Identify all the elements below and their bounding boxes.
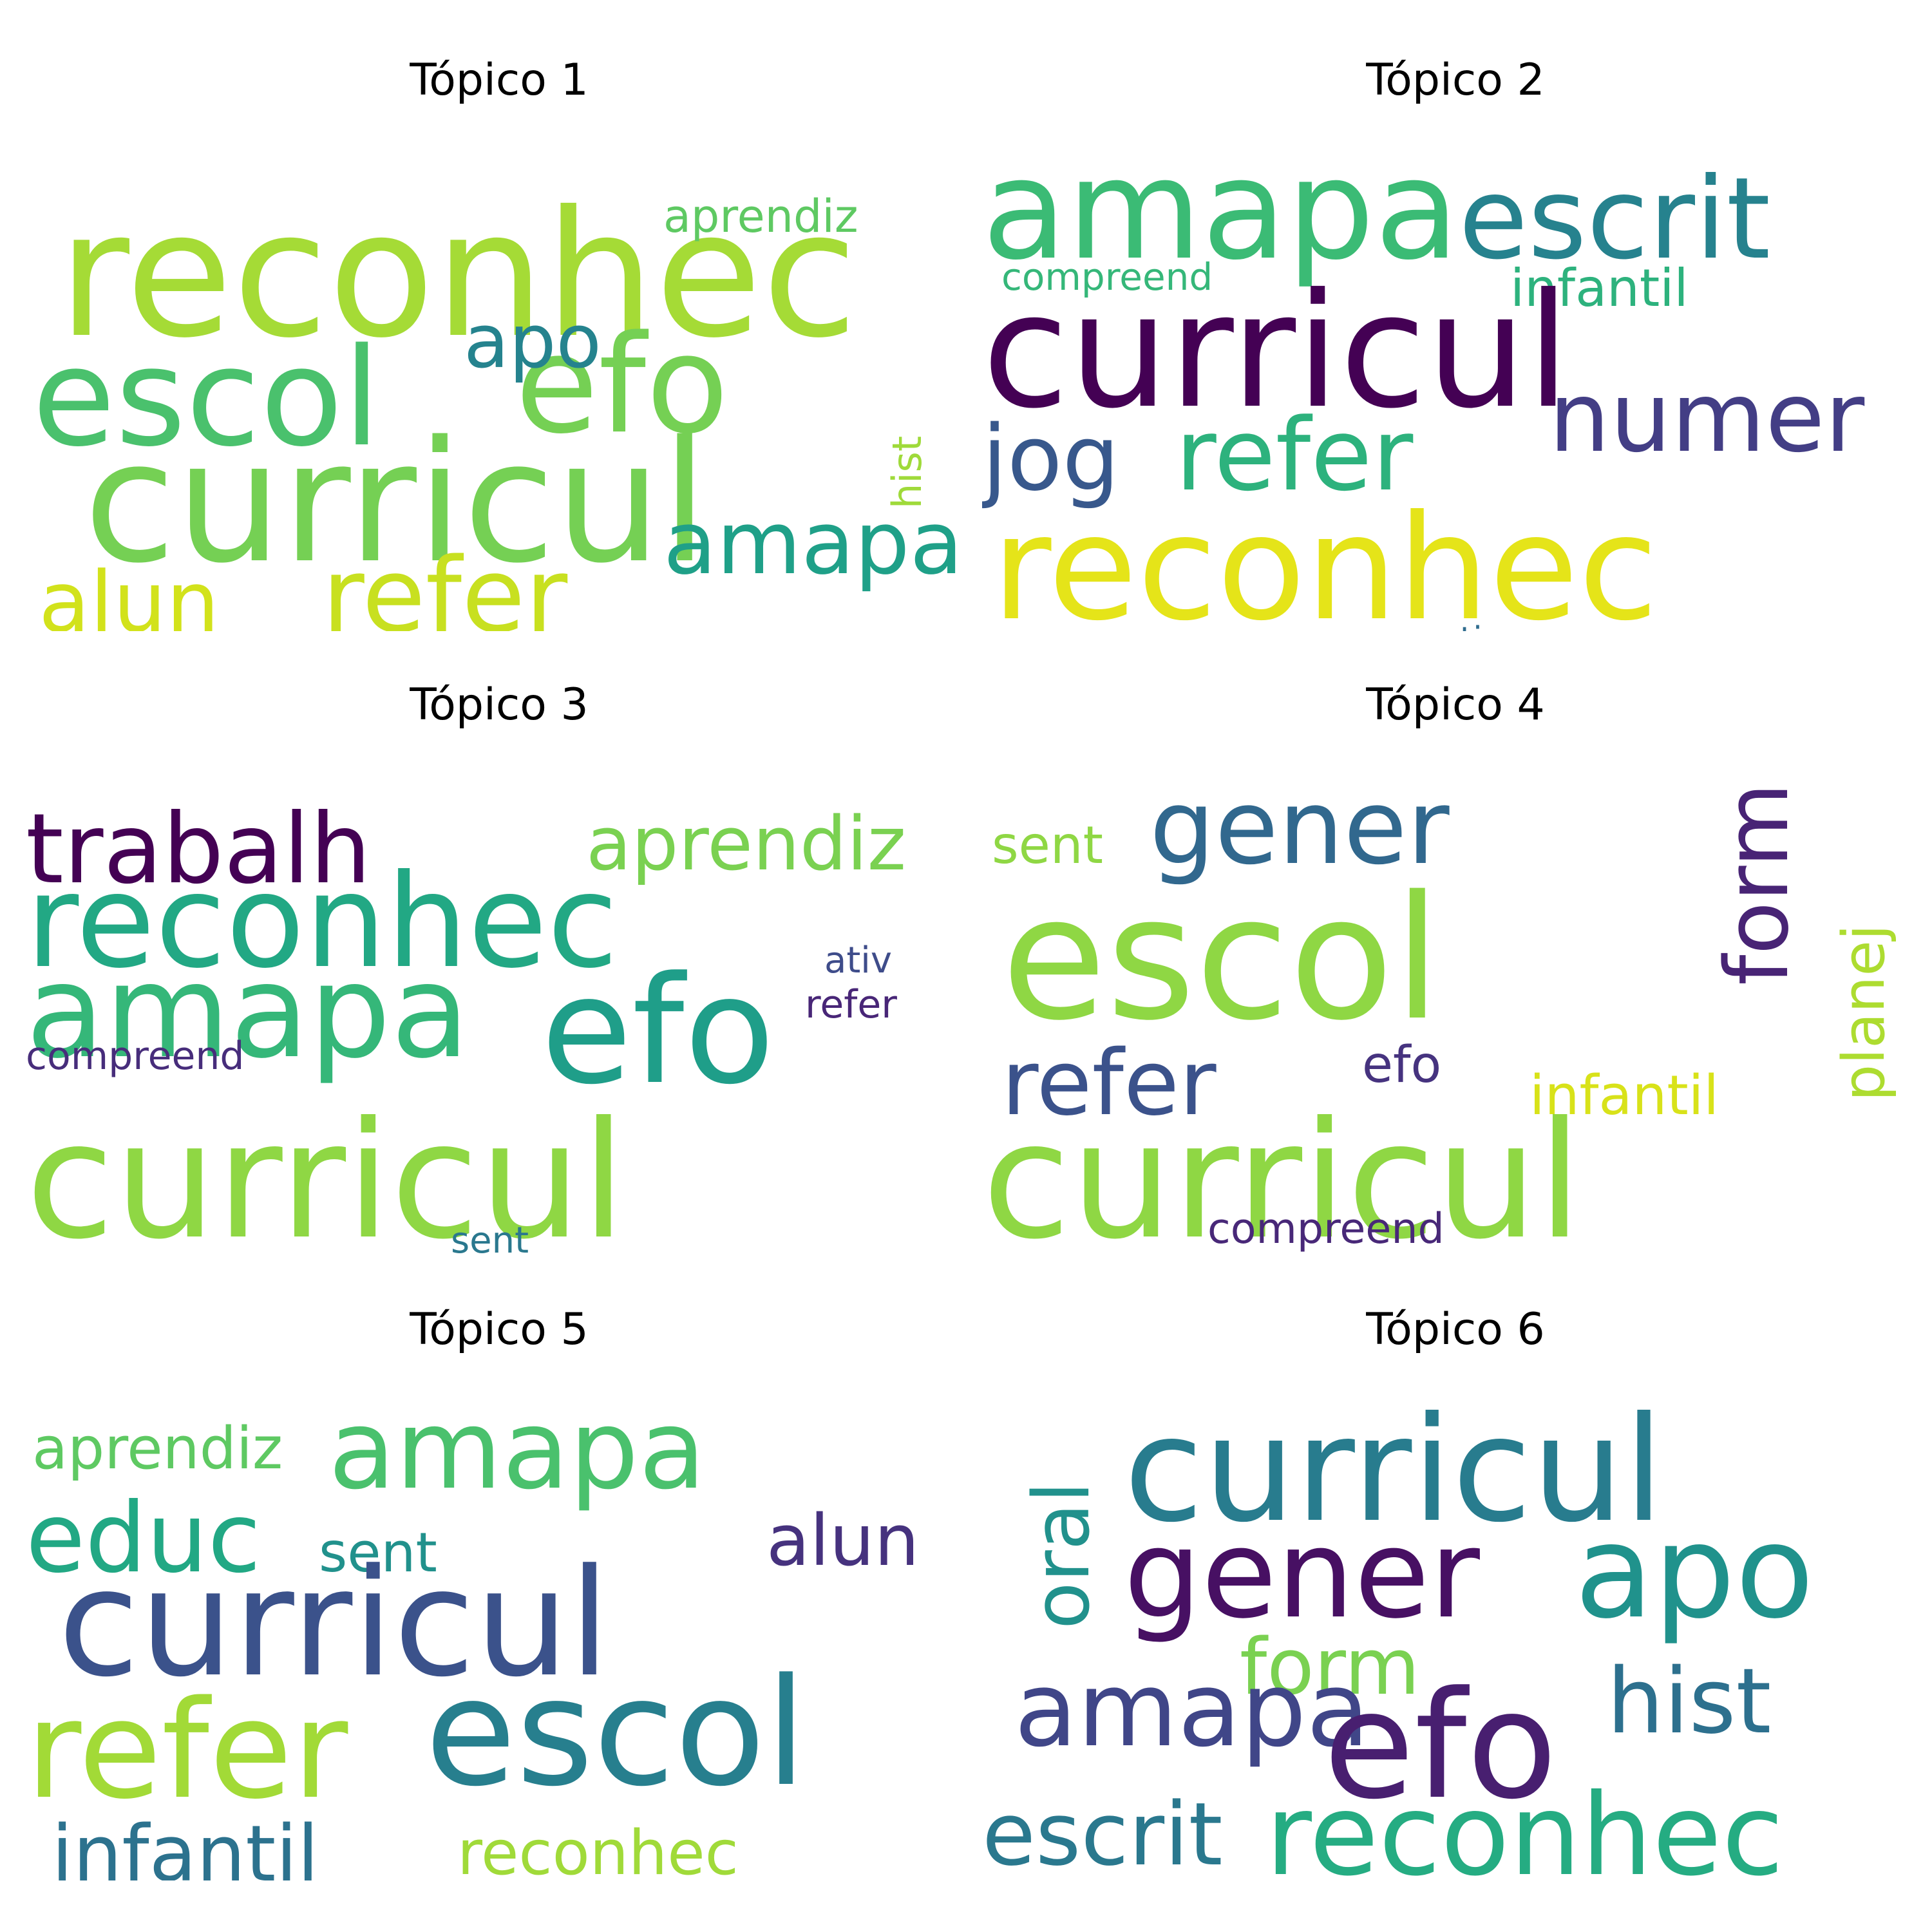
word-compreend: compreend	[26, 1034, 245, 1079]
wordcloud-panel-3: Tópico 3 trabalh aprendiz reconhec amapa efo…	[26, 676, 972, 1256]
word-curricul: curricul	[982, 1087, 1582, 1256]
word-curricul: curricul	[982, 260, 1570, 443]
word-curricul: curricul	[26, 1087, 626, 1256]
word-compreend: compreend	[1208, 1205, 1444, 1253]
word-escol: escol	[425, 1647, 806, 1819]
word-alun: alun	[39, 553, 220, 631]
panel-title: Tópico 6	[1366, 1304, 1545, 1355]
word-reconhec: reconhec	[457, 1818, 739, 1880]
wordcloud: gener sent escol form planej refer efo infantil…	[982, 760, 1929, 1256]
wordcloud: trabalh aprendiz reconhec amapa efo ativ refer…	[26, 760, 972, 1256]
word-aprendiz: aprendiz	[663, 190, 858, 243]
wordcloud-panel-5: Tópico 5 aprendiz amapa educ sent alun curric…	[26, 1301, 972, 1880]
word-escol: escol	[32, 319, 381, 477]
word-aprendiz: aprendiz	[32, 1415, 283, 1482]
word-efo: efo	[1362, 1036, 1441, 1094]
word-escrit: escrit	[982, 1784, 1223, 1880]
word-refer: refer	[805, 982, 897, 1027]
wordcloud: amapa escrit compreend infantil curricul jog r…	[982, 135, 1929, 631]
wordcloud-panel-2: Tópico 2 amapa escrit compreend infantil cur…	[982, 52, 1929, 631]
word-compreend: compreend	[1001, 255, 1213, 299]
word-numer: numer	[1549, 362, 1865, 474]
word-alun: alun	[766, 1499, 919, 1582]
word-sent: sent	[319, 1521, 437, 1585]
word-efo: efo	[541, 945, 775, 1117]
word-refer: refer	[1175, 397, 1414, 513]
word-efo: efo	[1323, 1660, 1557, 1832]
wordcloud-panel-6: Tópico 6 curricul oral gener apo form amapa ef…	[982, 1301, 1929, 1880]
word-sent: sent	[451, 1220, 529, 1256]
word-apo: apo	[464, 299, 601, 385]
word-infantil: infantil	[1530, 1064, 1719, 1128]
wordcloud: aprendiz amapa educ sent alun curricul refer es…	[26, 1385, 972, 1880]
word-planej: planej	[1830, 924, 1898, 1101]
word-curricul: curricul	[84, 406, 708, 600]
word-trabalh: trabalh	[26, 793, 371, 905]
panel-title: Tópico 4	[1366, 679, 1545, 730]
panel-title: Tópico 5	[410, 1304, 589, 1355]
word-reconhec: reconhec	[26, 847, 618, 997]
word-apo: apo	[1575, 1497, 1814, 1647]
word-escrit: escrit	[1459, 154, 1770, 285]
word-curricul: curricul	[1124, 1386, 1664, 1555]
word-infantil: infantil	[1510, 258, 1689, 318]
word-form: form	[1707, 782, 1808, 985]
word-refer: refer	[26, 1671, 348, 1829]
word-escol: escol	[1001, 860, 1441, 1058]
word-hist: hist	[1607, 1649, 1771, 1754]
word-ativ: ativ	[824, 940, 892, 981]
panel-title: Tópico 3	[410, 679, 589, 730]
word-refer: refer	[322, 535, 567, 631]
wordcloud: reconhec escol efo curricul apo aprendiz hist a…	[26, 135, 972, 631]
word-reconhec: reconhec	[992, 484, 1658, 631]
panel-title: Tópico 1	[410, 55, 589, 106]
word-reconhec: reconhec	[1265, 1770, 1784, 1880]
word-amapa: amapa	[26, 937, 469, 1087]
word-gener: gener	[1150, 767, 1450, 887]
word-reconhec: reconhec	[58, 173, 858, 376]
word-aprendiz: aprendiz	[586, 801, 906, 887]
word-sent: sent	[992, 815, 1103, 875]
panel-title: Tópico 2	[1366, 55, 1545, 106]
word-efo: efo	[515, 306, 729, 464]
word-amapa: amapa	[982, 135, 1459, 290]
wordcloud-panel-1: Tópico 1 reconhec escol efo curricul apo apre…	[26, 52, 972, 631]
word-jog: jog	[982, 406, 1119, 511]
wordcloud-panel-4: Tópico 4 gener sent escol form planej refer ef…	[982, 676, 1929, 1256]
word-amapa: amapa	[663, 493, 963, 594]
word-curricul: curricul	[58, 1538, 610, 1710]
wordcloud: curricul oral gener apo form amapa efo hist escr…	[982, 1385, 1929, 1880]
word-hist: hist	[884, 436, 931, 509]
word-educ: educ	[26, 1482, 261, 1595]
word-ativ: ativ	[1439, 620, 1502, 631]
word-amapa: amapa	[1014, 1649, 1370, 1770]
word-gener: gener	[1124, 1503, 1481, 1645]
word-form: form	[1240, 1623, 1420, 1712]
word-oral: oral	[1018, 1481, 1107, 1629]
word-infantil: infantil	[52, 1810, 319, 1880]
word-amapa: amapa	[328, 1387, 706, 1514]
word-refer: refer	[1001, 1031, 1217, 1136]
